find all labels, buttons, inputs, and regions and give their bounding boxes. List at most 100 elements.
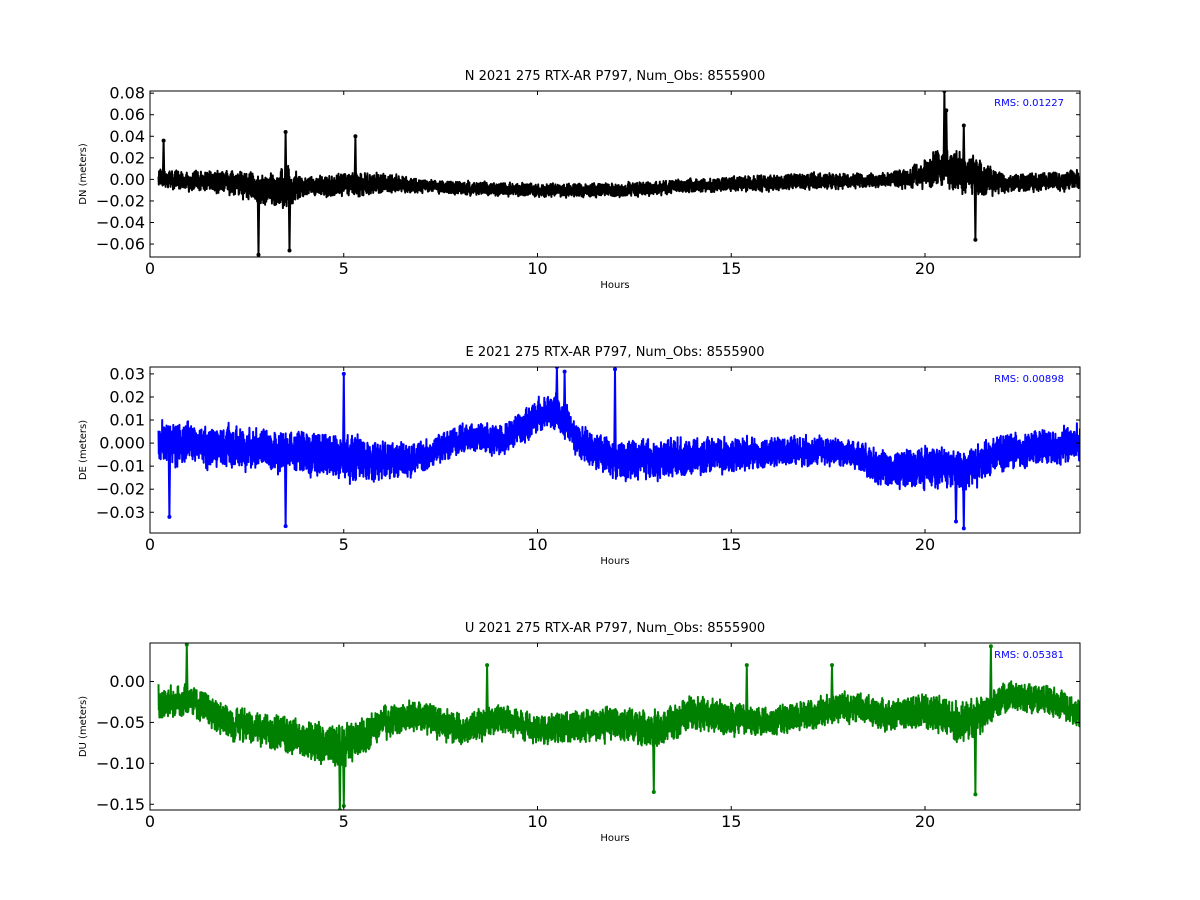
series-spike [954, 469, 958, 522]
data-point-marker [651, 790, 656, 794]
y-axis-label: DE (meters) [78, 420, 89, 480]
x-tick-label: 20 [915, 812, 935, 831]
x-axis-label: Hours [600, 556, 629, 567]
rms-annotation: RMS: 0.01227 [994, 98, 1064, 109]
series-spike [973, 717, 978, 795]
y-tick-label: −0.15 [96, 795, 145, 814]
x-tick-label: 0 [145, 535, 155, 554]
y-tick-label: 0.04 [109, 127, 145, 146]
subplot-3: 0 5 10 15 20 −0.15 −0.10 −0.05 0.00 U 2021 275 RT… [78, 621, 1081, 844]
y-tick-label: −0.02 [96, 191, 145, 210]
series-spike [485, 665, 489, 723]
y-tick-label: 0.000 [99, 434, 145, 453]
x-tick-label: 10 [527, 259, 547, 278]
series-spike [745, 665, 749, 721]
series-spike [555, 367, 559, 411]
series-spike [944, 110, 949, 168]
series-spike [962, 470, 966, 529]
x-tick-label: 5 [339, 259, 349, 278]
data-point-marker [353, 134, 358, 139]
series-spike [562, 371, 567, 422]
y-tick-label: 0.06 [109, 105, 145, 124]
x-tick-label: 10 [527, 812, 547, 831]
data-point-marker [341, 803, 346, 808]
data-point-marker [485, 663, 490, 668]
series-spike [287, 187, 292, 251]
data-point-marker [744, 663, 749, 668]
y-axis-label: DN (meters) [78, 143, 89, 205]
data-point-marker [283, 130, 288, 134]
y-tick-label: −0.10 [96, 754, 145, 773]
data-point-marker [613, 367, 617, 372]
x-tick-label: 20 [915, 259, 935, 278]
rms-annotation: RMS: 0.05381 [994, 650, 1064, 661]
y-tick-label: −0.04 [96, 213, 145, 232]
chart-title: U 2021 275 RTX-AR P797, Num_Obs: 8555900 [465, 621, 765, 636]
y-tick-label: −0.05 [96, 713, 145, 732]
data-point-marker [562, 369, 567, 374]
x-tick-label: 0 [145, 812, 155, 831]
series-spike [830, 665, 834, 710]
series-spike [161, 140, 166, 180]
data-point-marker [973, 792, 978, 797]
y-tick-label: 0.02 [109, 387, 145, 406]
data-point-marker [944, 108, 949, 113]
data-point-marker [283, 524, 288, 529]
series-spike [256, 188, 261, 255]
series-spike [283, 131, 288, 189]
x-tick-label: 15 [721, 259, 741, 278]
subplot-2: 0 5 10 15 20 −0.03 −0.02 −0.01 0.000 0.01 0.02 0.03… [78, 345, 1081, 567]
y-tick-label: −0.02 [96, 480, 145, 499]
y-axis-label: DU (meters) [78, 696, 89, 757]
axes-frame [149, 366, 1081, 534]
y-tick-label: 0.02 [109, 148, 145, 167]
y-tick-label: −0.06 [96, 235, 145, 254]
axes-frame [149, 642, 1081, 811]
series-spike [353, 136, 358, 185]
data-point-marker [161, 138, 166, 143]
x-tick-label: 10 [527, 535, 547, 554]
series-spike [338, 746, 342, 810]
data-point-marker [954, 519, 958, 524]
series-line-n [157, 144, 1080, 210]
series-spike [342, 373, 346, 457]
data-point-marker [973, 237, 978, 242]
y-tick-label: 0.01 [109, 411, 145, 430]
data-point-marker [988, 644, 993, 649]
series-spike [167, 443, 172, 517]
series-spike [989, 646, 993, 708]
data-point-marker [961, 526, 966, 531]
y-tick-label: 0.00 [109, 170, 145, 189]
y-tick-label: −0.03 [96, 503, 145, 522]
x-axis-label: Hours [600, 833, 629, 844]
x-tick-label: 5 [339, 812, 349, 831]
series-spike [962, 125, 966, 173]
x-tick-label: 20 [915, 535, 935, 554]
chart-title: N 2021 275 RTX-AR P797, Num_Obs: 8555900 [465, 69, 765, 84]
data-point-marker [830, 663, 834, 668]
y-tick-label: 0.03 [109, 364, 145, 383]
y-tick-label: −0.01 [96, 457, 145, 476]
x-tick-label: 0 [145, 259, 155, 278]
data-point-marker [961, 123, 966, 128]
rms-annotation: RMS: 0.00898 [994, 374, 1064, 385]
series-spike [185, 644, 189, 699]
series-spike [613, 369, 617, 462]
data-point-marker [341, 371, 346, 376]
series-spike [973, 176, 978, 240]
x-axis-label: Hours [600, 280, 629, 291]
y-tick-label: 0.00 [109, 672, 145, 691]
series-spike [342, 746, 346, 806]
y-tick-label: 0.08 [109, 84, 145, 103]
data-point-marker [184, 643, 189, 647]
series-spike [283, 451, 288, 527]
x-tick-label: 15 [721, 812, 741, 831]
series-spike [652, 730, 656, 793]
x-tick-label: 15 [721, 535, 741, 554]
axes-frame [149, 90, 1081, 258]
x-tick-label: 5 [339, 535, 349, 554]
series-line-u [157, 680, 1080, 768]
subplot-1: 0 5 10 15 20 −0.06 −0.04 −0.02 0.00 0.02 0.04 0.06 0… [78, 69, 1081, 291]
series-line-e [157, 392, 1080, 492]
